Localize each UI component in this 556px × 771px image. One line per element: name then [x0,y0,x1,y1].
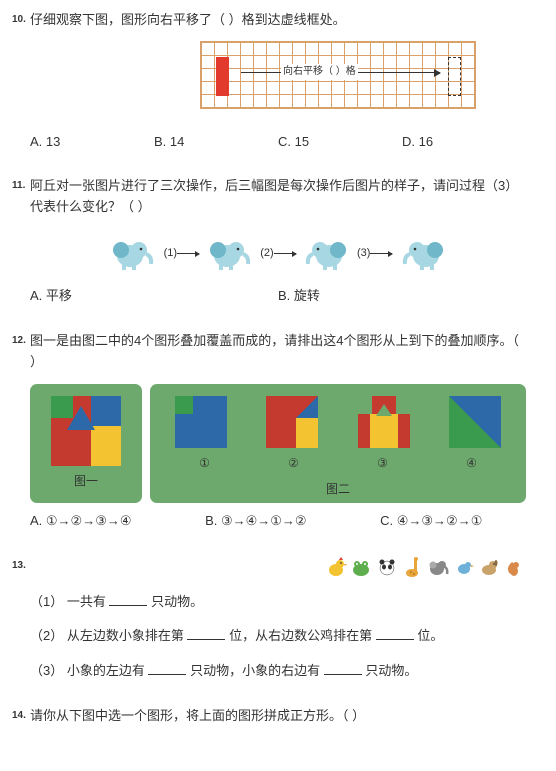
giraffe-icon [402,556,424,578]
q10-grid: 向右平移（ ）格 [200,41,476,109]
elephant-flipped-icon [305,236,347,272]
q13-line-2: （2） 从左边数小象排在第 位，从右边数公鸡排在第 位。 [30,626,526,647]
q14-text: 请你从下图中选一个图形，将上面的图形拼成正方形。（ ） [30,706,526,727]
option-b[interactable]: B. 14 [154,132,278,153]
q14-number: 14. [12,708,26,724]
option-b[interactable]: B. 旋转 [278,286,526,307]
panel-figure-1: 图一 [30,384,142,502]
q10-text: 仔细观察下图，图形向右平移了（ ）格到达虚线框处。 [30,10,526,31]
elephant-icon [112,236,154,272]
red-block-icon [216,57,229,96]
squirrel-icon [504,556,526,578]
option-a[interactable]: A. 平移 [30,286,278,307]
tile-labels: ① ② ③ ④ [160,454,516,473]
q12-number: 12. [12,333,26,349]
grid-arrow-label: 向右平移（ ）格 [281,64,358,80]
tile-2 [266,396,318,448]
q11-number: 11. [12,178,25,194]
option-a[interactable]: A. ①→②→③→④ [30,511,205,532]
q13-line-1: （1） 一共有 只动物。 [30,592,526,613]
q10-options: A. 13 B. 14 C. 15 D. 16 [30,132,526,153]
question-12: 12. 图一是由图二中的4个图形叠加覆盖而成的，请排出这4个图形从上到下的叠加顺… [30,331,526,532]
q12-options: A. ①→②→③→④ B. ③→④→①→② C. ④→③→②→① [30,511,526,532]
q12-panels: 图一 ① ② ③ ④ 图二 [30,384,526,502]
blank-input[interactable] [187,639,225,640]
step-3: (3) [357,245,392,263]
tile-3 [358,396,410,448]
q13-lines: （1） 一共有 只动物。 （2） 从左边数小象排在第 位，从右边数公鸡排在第 位… [30,592,526,682]
dashed-block-icon [448,57,461,96]
q11-text: 阿丘对一张图片进行了三次操作，后三幅图是每次操作后图片的样子，请问过程（3）代表… [30,176,526,218]
blank-input[interactable] [376,639,414,640]
animals-row [30,556,526,578]
bird-icon [453,556,475,578]
frog-icon [350,556,372,578]
elephant-flipped-icon [402,236,444,272]
q11-figures: (1) (2) (3) [30,236,526,272]
caption-2: 图二 [160,480,516,499]
option-a[interactable]: A. 13 [30,132,154,153]
q12-text: 图一是由图二中的4个图形叠加覆盖而成的，请排出这4个图形从上到下的叠加顺序。（ … [30,331,526,373]
elephant-icon [427,556,449,578]
blank-input[interactable] [109,605,147,606]
q13-number: 13. [12,558,26,574]
dog-icon [478,556,500,578]
option-b[interactable]: B. ③→④→①→② [205,511,380,532]
q11-options: A. 平移 B. 旋转 [30,286,526,307]
option-d[interactable]: D. 16 [402,132,526,153]
step-2: (2) [260,245,295,263]
blank-input[interactable] [324,674,362,675]
combined-tile [51,396,121,466]
tile-1 [175,396,227,448]
panda-icon [376,556,398,578]
blank-input[interactable] [148,674,186,675]
chicken-icon [325,556,347,578]
q13-line-3: （3） 小象的左边有 只动物，小象的右边有 只动物。 [30,661,526,682]
question-11: 11. 阿丘对一张图片进行了三次操作，后三幅图是每次操作后图片的样子，请问过程（… [30,176,526,306]
caption-1: 图一 [40,472,132,491]
q10-number: 10. [12,12,26,28]
option-c[interactable]: C. ④→③→②→① [380,511,526,532]
elephant-icon [209,236,251,272]
question-10: 10. 仔细观察下图，图形向右平移了（ ）格到达虚线框处。 向右平移（ ）格 A… [30,10,526,152]
option-c[interactable]: C. 15 [278,132,402,153]
tile-4 [449,396,501,448]
question-13: 13. （1） 一共有 只动物。 （2） 从左边数小象排在第 位，从右边数公鸡排… [30,556,526,682]
step-1: (1) [164,245,199,263]
question-14: 14. 请你从下图中选一个图形，将上面的图形拼成正方形。（ ） [30,706,526,727]
panel-figure-2: ① ② ③ ④ 图二 [150,384,526,502]
